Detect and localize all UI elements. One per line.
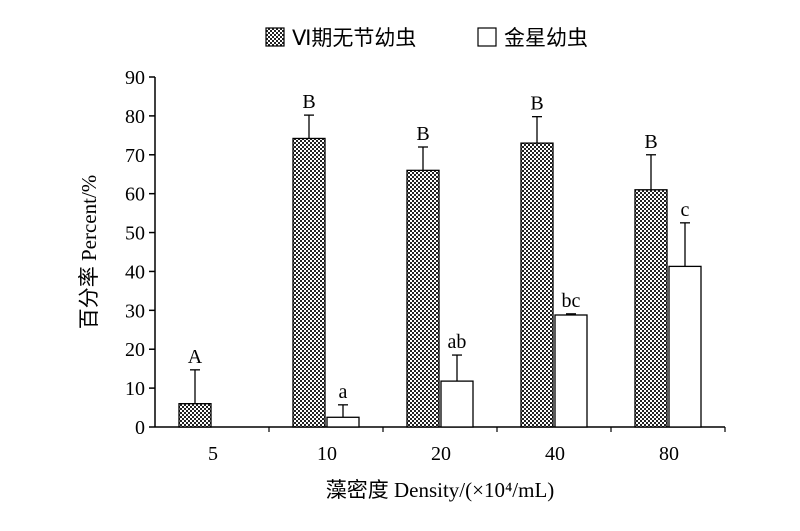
y-tick-label: 20 <box>125 339 145 361</box>
significance-letter: c <box>681 199 690 221</box>
bar-series-2-20 <box>440 380 474 428</box>
x-axis-title: 藻密度 Density/(×10⁴/mL) <box>326 478 555 502</box>
legend: Ⅵ期无节幼虫 金星幼虫 <box>265 26 588 50</box>
y-tick-label: 60 <box>125 184 145 206</box>
bar-series-2-40 <box>554 314 588 428</box>
legend-label-series-2: 金星幼虫 <box>504 26 588 50</box>
y-tick-label: 70 <box>125 145 145 167</box>
bar-series-1-40 <box>520 142 554 428</box>
legend-swatch-series-1 <box>265 27 285 47</box>
y-tick-label: 30 <box>125 300 145 322</box>
y-tick-label: 10 <box>125 378 145 400</box>
significance-letter: B <box>302 91 315 113</box>
significance-letter: bc <box>562 290 581 312</box>
x-tick-label: 40 <box>545 443 565 465</box>
significance-letter: B <box>644 131 657 153</box>
significance-letter: B <box>530 93 543 115</box>
legend-swatch-series-2 <box>477 27 497 47</box>
x-tick-label: 80 <box>659 443 679 465</box>
x-tick-label: 10 <box>317 443 337 465</box>
significance-letter: ab <box>448 331 467 353</box>
bar-series-1-5 <box>178 403 212 428</box>
x-axis-tick-labels: 5 10 20 40 80 <box>208 427 726 465</box>
bar-series-1-80 <box>634 189 668 428</box>
significance-letter: a <box>339 381 348 403</box>
significance-letter: A <box>188 346 203 368</box>
x-tick-label: 5 <box>208 443 218 465</box>
bars: A Ba Bab Bbc Bc <box>178 91 702 428</box>
y-tick-label: 40 <box>125 261 145 283</box>
x-tick-label: 20 <box>431 443 451 465</box>
y-tick-label: 50 <box>125 223 145 245</box>
y-axis-title: 百分率 Percent/% <box>77 175 101 330</box>
y-tick-label: 80 <box>125 106 145 128</box>
bar-series-1-10 <box>292 137 326 428</box>
y-tick-label: 0 <box>135 417 145 439</box>
y-tick-label: 90 <box>125 67 145 89</box>
legend-label-series-1: Ⅵ期无节幼虫 <box>292 26 416 50</box>
bar-series-2-10 <box>326 416 360 428</box>
bar-series-1-20 <box>406 169 440 428</box>
y-axis-ticks: 0 10 20 30 40 50 60 70 80 90 <box>125 67 155 439</box>
bar-series-2-80 <box>668 265 702 428</box>
significance-letter: B <box>416 123 429 145</box>
